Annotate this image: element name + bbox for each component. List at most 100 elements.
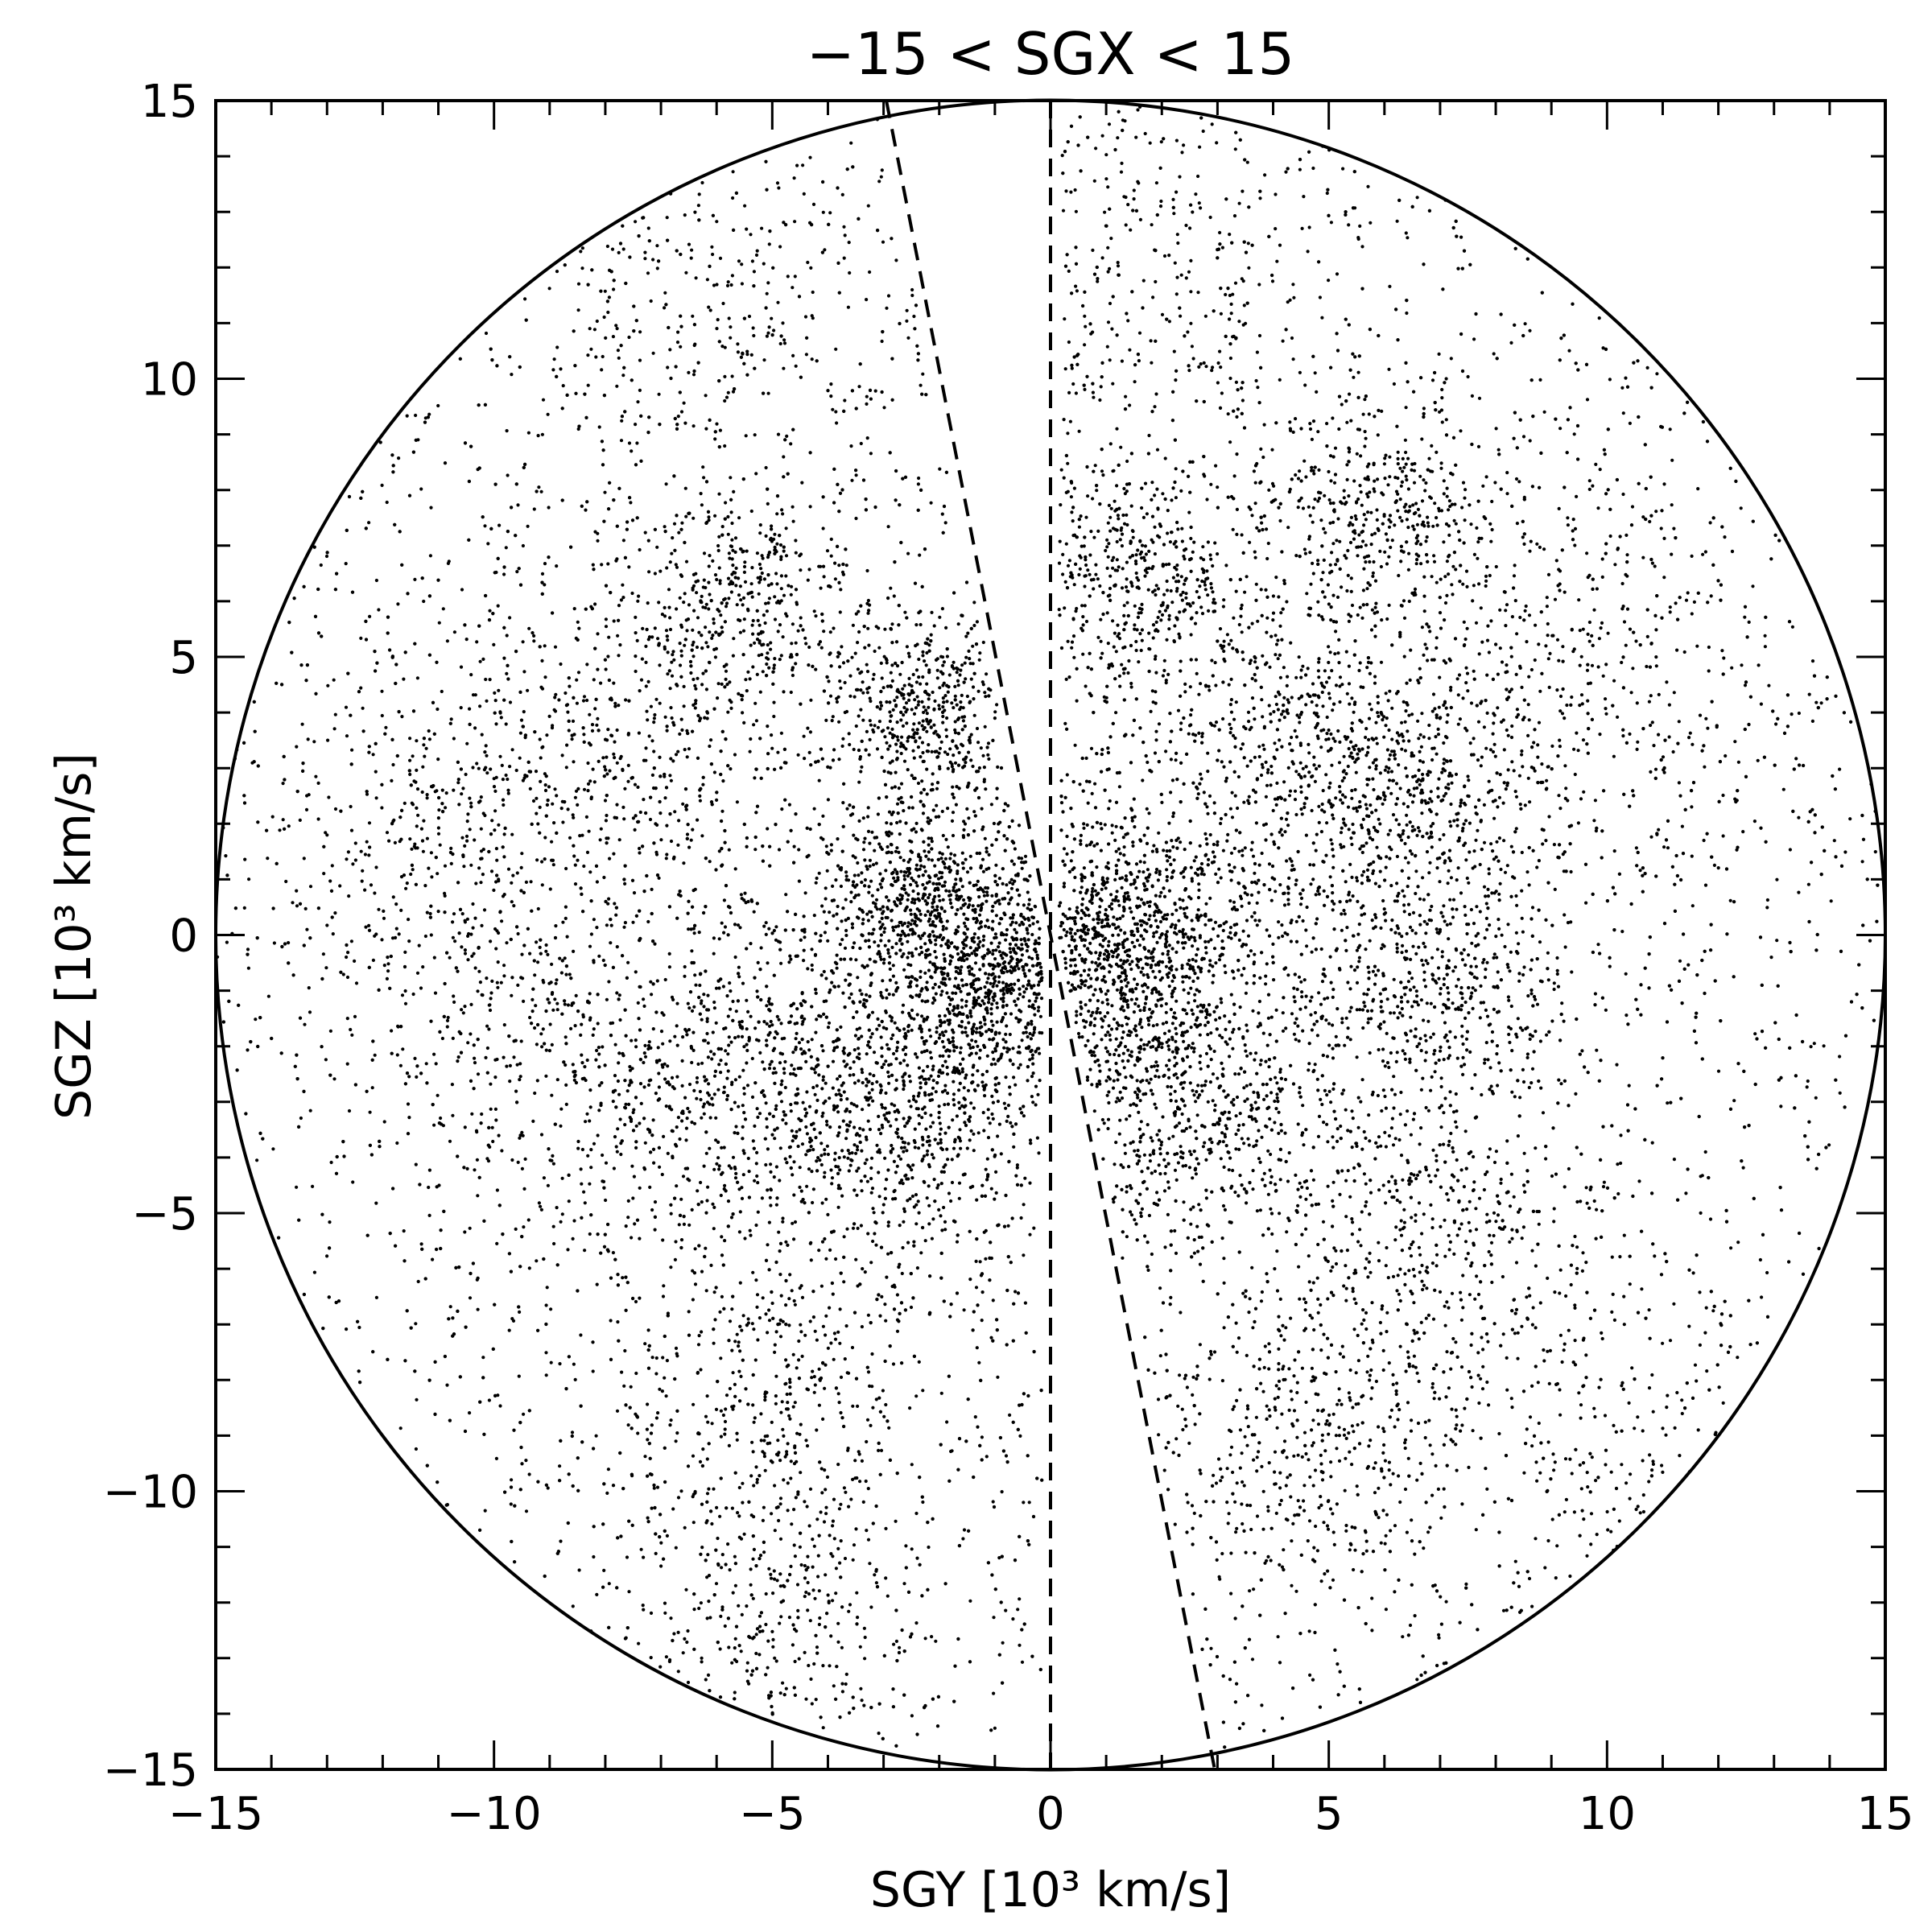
scatter-point	[1412, 481, 1417, 485]
scatter-point	[1121, 836, 1125, 840]
scatter-point	[923, 869, 927, 873]
scatter-point	[1167, 1047, 1171, 1051]
scatter-point	[1530, 906, 1535, 910]
scatter-point	[905, 645, 909, 649]
scatter-point	[1172, 976, 1176, 980]
scatter-point	[1506, 995, 1510, 999]
scatter-point	[1411, 910, 1416, 914]
scatter-point	[1429, 1001, 1433, 1005]
scatter-point	[1108, 515, 1113, 519]
scatter-point	[908, 871, 912, 875]
scatter-point	[1406, 876, 1411, 880]
scatter-point	[1174, 1178, 1179, 1182]
scatter-point	[993, 979, 997, 983]
scatter-point	[985, 980, 989, 985]
scatter-point	[1120, 876, 1125, 880]
scatter-point	[938, 615, 942, 619]
scatter-point	[867, 686, 871, 690]
scatter-point	[1173, 1228, 1177, 1233]
scatter-point	[966, 631, 970, 635]
scatter-point	[1384, 1106, 1388, 1110]
scatter-point	[1329, 980, 1333, 985]
scatter-point	[1386, 786, 1390, 791]
scatter-point	[1349, 515, 1353, 520]
scatter-point	[869, 723, 873, 727]
scatter-point	[1259, 588, 1263, 592]
scatter-point	[886, 726, 890, 730]
scatter-point	[1229, 1186, 1233, 1190]
scatter-point	[1153, 1102, 1157, 1106]
scatter-point	[637, 594, 641, 598]
scatter-point	[1418, 1037, 1422, 1041]
scatter-point	[999, 953, 1003, 957]
scatter-point	[1444, 418, 1448, 422]
scatter-point	[870, 1010, 875, 1014]
scatter-point	[1088, 572, 1092, 576]
scatter-point	[1534, 1030, 1538, 1034]
scatter-point	[1333, 446, 1338, 450]
scatter-point	[929, 633, 933, 637]
scatter-point	[1170, 968, 1174, 972]
scatter-point	[848, 694, 852, 698]
scatter-point	[749, 509, 753, 514]
scatter-point	[965, 1015, 970, 1019]
scatter-point	[1474, 838, 1478, 842]
scatter-point	[876, 888, 880, 892]
scatter-point	[852, 873, 857, 877]
scatter-point	[980, 807, 984, 811]
scatter-point	[1328, 781, 1332, 785]
scatter-point	[1367, 716, 1372, 720]
scatter-point	[1019, 938, 1023, 942]
scatter-point	[975, 919, 980, 923]
scatter-point	[772, 537, 776, 542]
scatter-point	[1001, 999, 1005, 1004]
scatter-point	[675, 1024, 679, 1028]
scatter-point	[1108, 1077, 1112, 1081]
scatter-point	[1007, 961, 1011, 965]
scatter-point	[1467, 881, 1471, 885]
scatter-point	[634, 615, 638, 620]
scatter-point	[1029, 984, 1033, 988]
scatter-point	[905, 721, 909, 725]
scatter-point	[1124, 1075, 1128, 1080]
scatter-point	[1470, 941, 1474, 945]
scatter-point	[1203, 946, 1208, 950]
scatter-point	[1129, 997, 1133, 1001]
scatter-point	[1415, 1044, 1419, 1049]
scatter-point	[1417, 945, 1421, 949]
scatter-point	[1110, 831, 1114, 835]
scatter-point	[1193, 939, 1197, 943]
scatter-point	[1507, 1032, 1511, 1037]
scatter-point	[890, 786, 894, 790]
scatter-point	[1122, 899, 1126, 903]
scatter-point	[886, 844, 890, 849]
scatter-point	[1068, 916, 1072, 920]
scatter-point	[1017, 967, 1021, 971]
scatter-point	[1419, 1049, 1423, 1053]
scatter-point	[1196, 908, 1200, 912]
scatter-point	[993, 716, 997, 720]
scatter-point	[668, 560, 672, 564]
scatter-point	[1312, 472, 1316, 476]
scatter-point	[1302, 1143, 1306, 1147]
scatter-point	[1396, 456, 1400, 461]
scatter-point	[1147, 631, 1151, 635]
scatter-point	[867, 1091, 871, 1095]
scatter-point	[950, 819, 955, 824]
scatter-point	[1409, 1015, 1413, 1019]
scatter-point	[1081, 897, 1085, 901]
scatter-point	[769, 641, 773, 645]
scatter-point	[1180, 598, 1184, 602]
scatter-point	[1121, 646, 1125, 650]
scatter-point	[1429, 1035, 1433, 1039]
scatter-point	[1117, 925, 1121, 929]
scatter-point	[1027, 1005, 1031, 1009]
scatter-point	[910, 927, 914, 931]
scatter-point	[837, 1131, 841, 1135]
scatter-point	[1195, 1113, 1199, 1117]
scatter-point	[1484, 902, 1488, 906]
scatter-point	[1313, 1010, 1318, 1015]
scatter-point	[927, 850, 931, 854]
scatter-point	[1435, 646, 1439, 650]
scatter-point	[1286, 973, 1290, 977]
